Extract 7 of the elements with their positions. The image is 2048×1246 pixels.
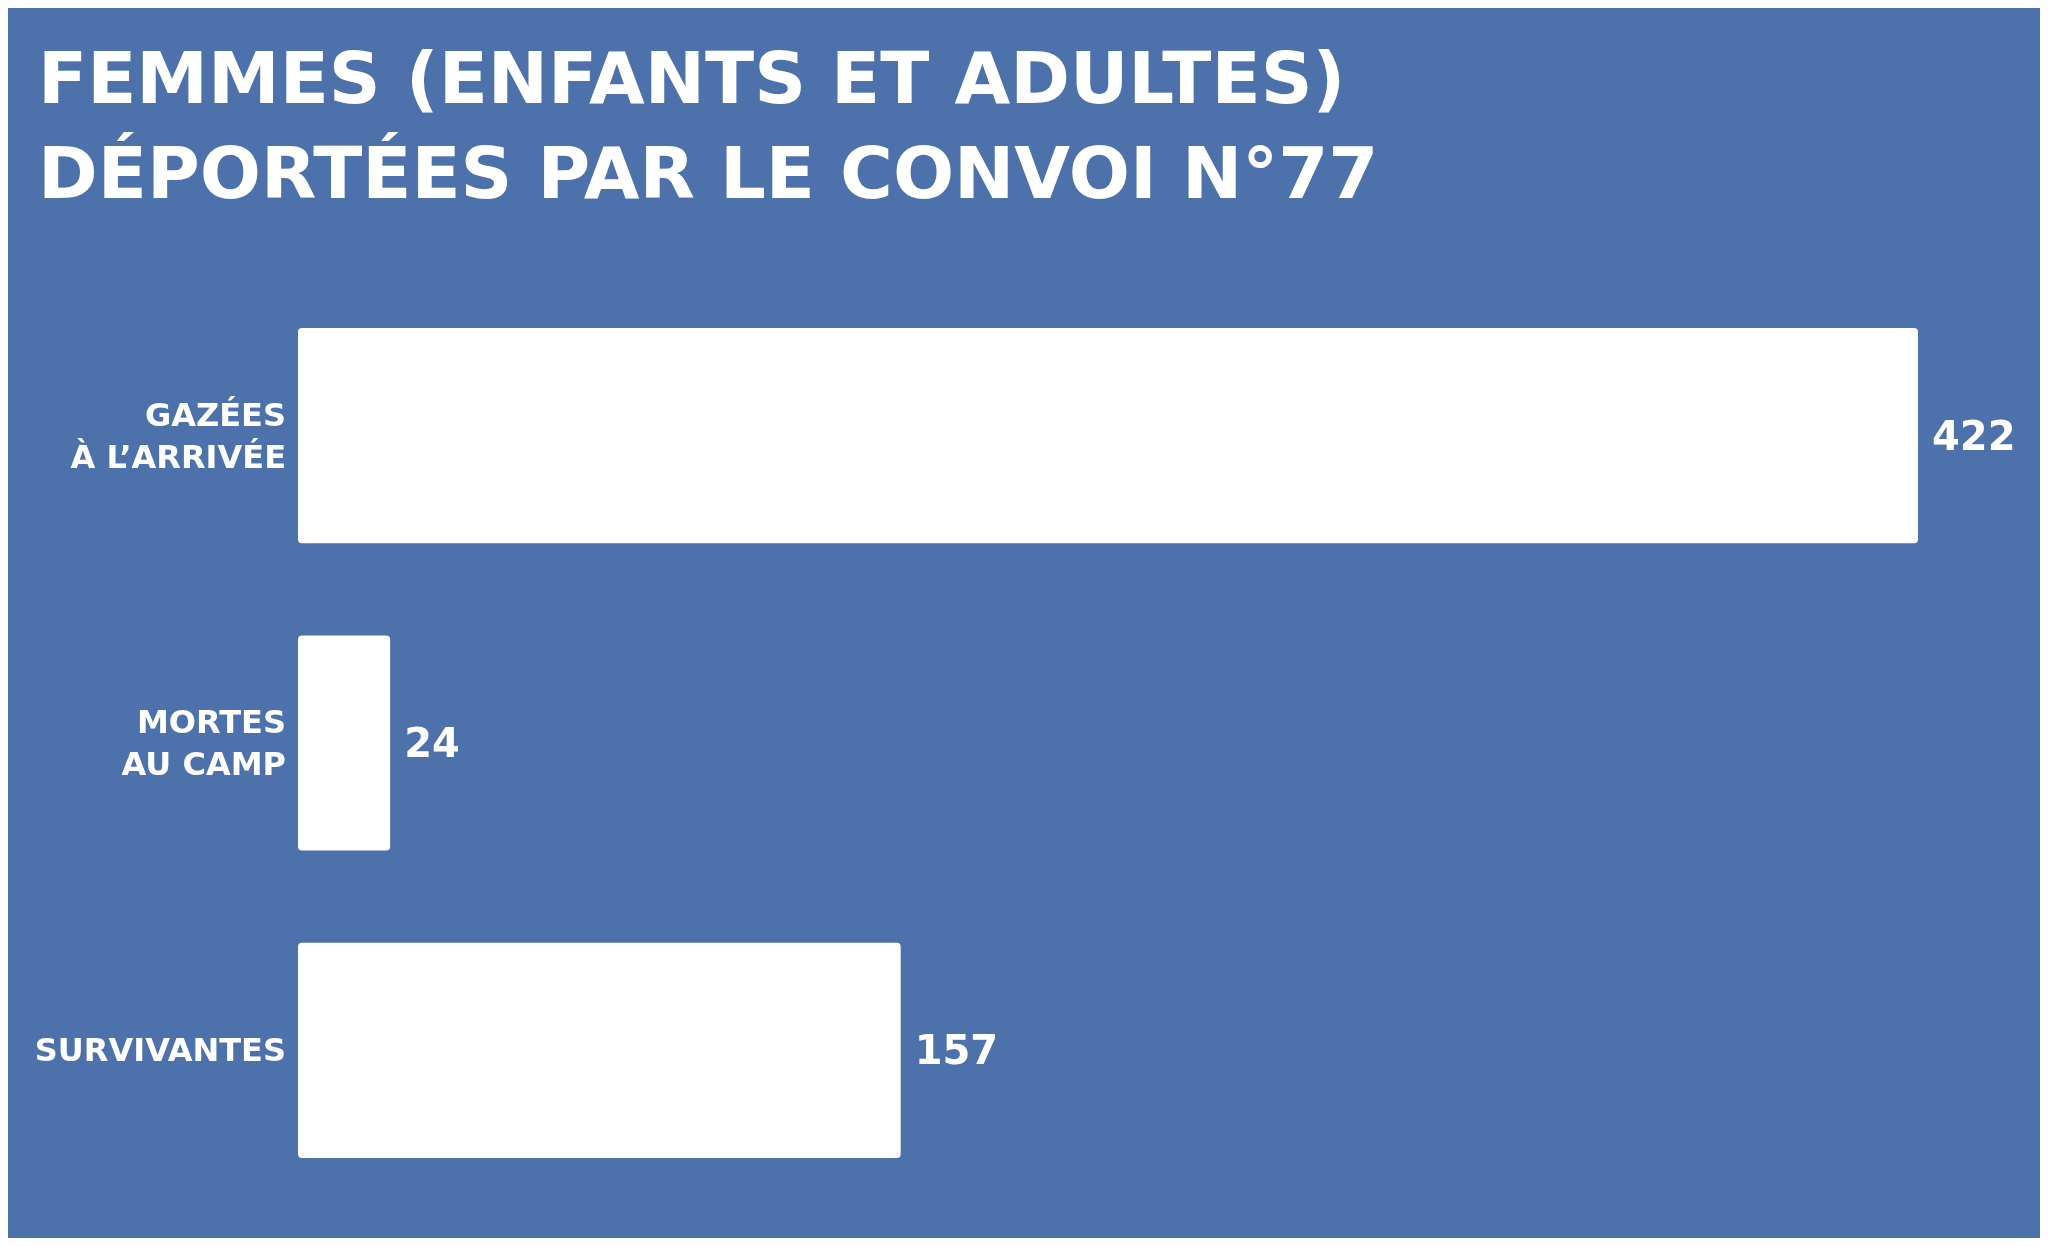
data-label: 24	[404, 720, 460, 766]
y-tick-label: MORTES AU CAMP	[121, 703, 286, 783]
y-tick-label: GAZÉES À L’ARRIVÉE	[70, 395, 286, 476]
data-label: 157	[914, 1027, 999, 1074]
data-label: 422	[1932, 412, 2016, 459]
chart-title: FEMMES (ENFANTS ET ADULTES) DÉPORTÉES PAR LE CONVOI N°77	[38, 36, 1379, 215]
y-tick-label: SURVIVANTES	[34, 1031, 286, 1070]
